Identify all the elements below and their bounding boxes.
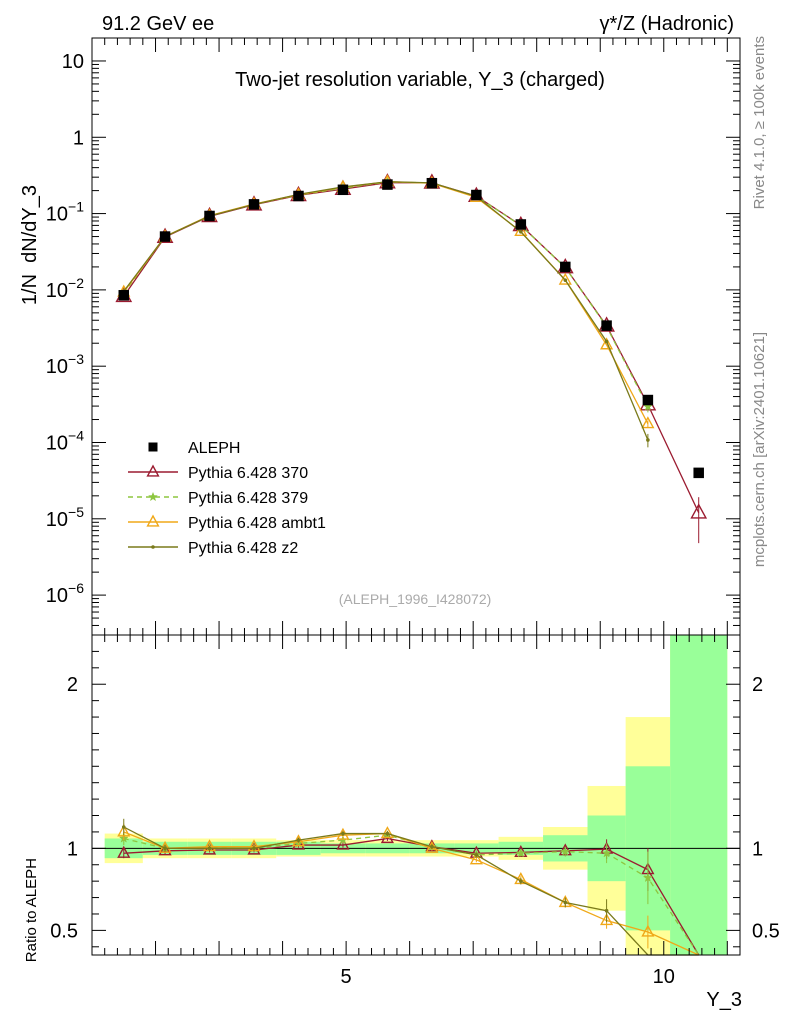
reference-point: [693, 467, 704, 479]
reference-point: [248, 199, 260, 210]
ratio-y-label: Ratio to ALEPH: [23, 858, 40, 962]
legend-label: Pythia 6.428 370: [188, 465, 308, 482]
y-tick-label: 10−6: [46, 580, 84, 607]
legend-label: Pythia 6.428 z2: [188, 540, 298, 557]
reference-point: [471, 189, 482, 201]
ratio-line-0: [123, 837, 700, 956]
ratio-point: [469, 852, 483, 865]
legend-entry: Pythia 6.428 379: [128, 490, 308, 507]
ratio-point: [430, 844, 434, 849]
ratio-point: [163, 846, 167, 851]
reference-point: [601, 320, 612, 331]
ratio-point: [515, 848, 526, 858]
ratio-point: [563, 900, 568, 905]
ratio-point: [252, 846, 256, 851]
ratio-point: [474, 853, 479, 857]
y-tick-label: 10−2: [46, 275, 84, 302]
main-line-0: [123, 181, 700, 514]
reference-point: [426, 177, 438, 189]
ratio-point: [341, 831, 345, 836]
y-tick-label: 10−3: [46, 351, 84, 378]
ratio-point: [641, 924, 655, 937]
main-point: [646, 438, 650, 442]
ratio-point: [642, 872, 653, 883]
legend: ALEPH Pythia 6.428 370 Pythia 6.428 379 Pyt…: [128, 440, 326, 557]
legend-label: Pythia 6.428 379: [188, 490, 308, 507]
ratio-point: [600, 913, 614, 926]
ratio-point: [560, 846, 571, 856]
legend-marker: [147, 491, 159, 502]
main-point: [519, 230, 523, 234]
header-left: 91.2 GeV ee: [102, 13, 214, 35]
y-tick-label: 10−4: [46, 427, 84, 454]
main-panel: 10 1 10−1 10−2 10−3 10−4 10−5 10−6 Two-jet reso…: [19, 37, 741, 636]
legend-label: Pythia 6.428 ambt1: [188, 515, 326, 532]
ratio-tick-label-right: 2: [752, 674, 763, 696]
ratio-tick-label-right: 1: [752, 838, 763, 860]
ratio-point: [158, 843, 172, 856]
ratio-tick-label-left: 1: [67, 838, 78, 860]
ratio-point: [117, 824, 131, 837]
legend-label: ALEPH: [188, 440, 240, 457]
reference-point: [204, 210, 215, 222]
ratio-point: [121, 825, 126, 829]
ratio-point: [380, 826, 394, 839]
reference-point: [337, 184, 349, 196]
ratio-point: [601, 848, 612, 858]
ratio-line-3: [123, 826, 699, 956]
legend-marker: [146, 464, 160, 477]
ratio-point: [519, 879, 523, 883]
legend-entry: Pythia 6.428 ambt1: [128, 514, 326, 532]
analysis-tag: (ALEPH_1996_I428072): [339, 591, 492, 607]
y-tick-label: 10−5: [46, 504, 84, 531]
x-tick-label: 5: [341, 966, 352, 988]
y-tick-label: 10−1: [46, 199, 84, 226]
main-point: [563, 278, 568, 282]
main-point: [604, 339, 609, 344]
main-point: [558, 272, 572, 285]
ratio-point: [385, 831, 390, 836]
main-line-2: [123, 181, 649, 424]
legend-entry: Pythia 6.428 370: [128, 464, 308, 482]
ratio-panel: 5 10 0.5 0.5 1 1 2 2 Ratio to ALEPH Y_3: [23, 634, 780, 1011]
main-point: [600, 337, 614, 350]
header-right: γ*/Z (Hadronic): [600, 13, 734, 35]
main-line-1: [123, 181, 649, 407]
x-tick-label: 10: [653, 966, 675, 988]
legend-marker: [151, 545, 155, 549]
reference-point: [118, 290, 130, 301]
reference-point: [642, 394, 654, 406]
reference-point: [159, 231, 171, 242]
ratio-point: [117, 845, 131, 858]
y-tick-label: 1: [73, 127, 84, 149]
legend-marker: [146, 514, 160, 527]
ratio-point: [296, 838, 301, 842]
side-label-top: Rivet 4.1.0, ≥ 100k events: [751, 36, 768, 209]
main-point: [641, 416, 655, 429]
reference-point: [560, 261, 571, 273]
ratio-frame: [91, 634, 741, 956]
ratio-tick-label-right: 0.5: [752, 920, 780, 942]
y-tick-label: 10: [62, 51, 84, 73]
chart-title: Two-jet resolution variable, Y_3 (charge…: [235, 69, 605, 91]
legend-entry: ALEPH: [148, 440, 240, 457]
reference-point: [515, 219, 527, 230]
ratio-point: [207, 846, 212, 851]
ratio-line-2: [123, 831, 699, 956]
side-label-bottom: mcplots.cern.ch [arXiv:2401.10621]: [751, 332, 768, 567]
ratio-point: [604, 908, 609, 913]
ratio-tick-label-left: 0.5: [50, 920, 78, 942]
legend-entry: Pythia 6.428 z2: [128, 540, 298, 557]
legend-marker: [148, 442, 158, 452]
reference-point: [293, 190, 304, 202]
y-axis-label: 1/N dN/dY_3: [19, 185, 41, 305]
ratio-tick-label-left: 2: [67, 674, 78, 696]
reference-point: [382, 179, 393, 190]
x-axis-label: Y_3: [706, 989, 742, 1011]
ratio-band-inner: [670, 635, 728, 955]
main-point: [690, 503, 708, 519]
